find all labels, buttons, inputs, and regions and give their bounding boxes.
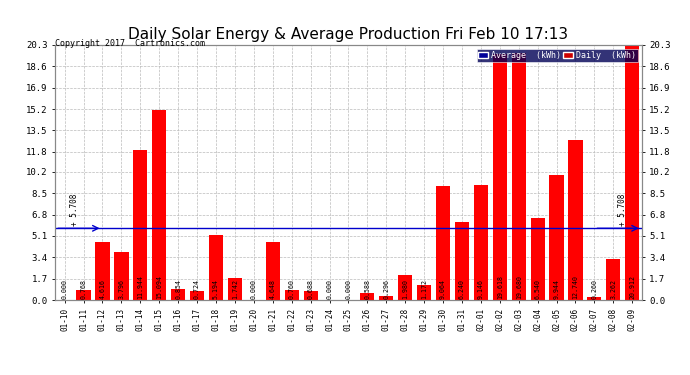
Bar [587,297,602,300]
Bar [95,242,110,300]
Text: 3.262: 3.262 [611,279,616,299]
Text: 0.296: 0.296 [383,279,389,299]
Bar [436,186,450,300]
Text: 0.854: 0.854 [175,279,181,299]
Bar [474,185,488,300]
Text: 0.000: 0.000 [346,279,351,299]
Title: Daily Solar Energy & Average Production Fri Feb 10 17:13: Daily Solar Energy & Average Production … [128,27,569,42]
Text: 1.172: 1.172 [421,279,427,299]
Bar [266,242,280,300]
Bar [549,175,564,300]
Text: 11.944: 11.944 [137,275,144,299]
Text: 0.588: 0.588 [364,279,371,299]
Text: 0.260: 0.260 [591,279,598,299]
Text: 4.648: 4.648 [270,279,276,299]
Text: + 5.708: + 5.708 [70,194,79,226]
Text: 9.146: 9.146 [478,279,484,299]
Bar [455,222,469,300]
Bar [569,140,582,300]
Bar [115,252,128,300]
Bar [152,110,166,300]
Bar [190,291,204,300]
Bar [171,289,186,300]
Text: + 5.708: + 5.708 [618,194,627,226]
Text: 0.768: 0.768 [81,279,86,299]
Text: 3.796: 3.796 [119,279,124,299]
Text: 5.194: 5.194 [213,279,219,299]
Text: 6.540: 6.540 [535,279,541,299]
Bar [380,296,393,300]
Bar [531,218,544,300]
Bar [77,290,90,300]
Text: 4.616: 4.616 [99,279,106,299]
Text: 6.240: 6.240 [459,279,465,299]
Text: 0.000: 0.000 [326,279,333,299]
Bar [511,53,526,300]
Bar [304,291,317,300]
Bar [228,278,242,300]
Text: 19.680: 19.680 [515,275,522,299]
Bar [625,37,640,300]
Bar [209,235,223,300]
Text: 0.000: 0.000 [251,279,257,299]
Text: 20.912: 20.912 [629,275,635,299]
Text: 9.064: 9.064 [440,279,446,299]
Text: 0.688: 0.688 [308,279,314,299]
Text: 9.944: 9.944 [553,279,560,299]
Text: 1.980: 1.980 [402,279,408,299]
Legend: Average  (kWh), Daily  (kWh): Average (kWh), Daily (kWh) [477,49,638,62]
Text: 1.742: 1.742 [232,279,238,299]
Text: 0.760: 0.760 [288,279,295,299]
Text: 0.000: 0.000 [61,279,68,299]
Bar [398,275,413,300]
Bar [417,285,431,300]
Bar [360,292,375,300]
Text: 12.740: 12.740 [573,275,578,299]
Text: 19.618: 19.618 [497,275,503,299]
Bar [284,291,299,300]
Text: 15.094: 15.094 [156,275,162,299]
Text: 0.724: 0.724 [194,279,200,299]
Bar [133,150,148,300]
Text: Copyright 2017  Cartronics.com: Copyright 2017 Cartronics.com [55,39,205,48]
Bar [493,54,507,300]
Bar [607,259,620,300]
